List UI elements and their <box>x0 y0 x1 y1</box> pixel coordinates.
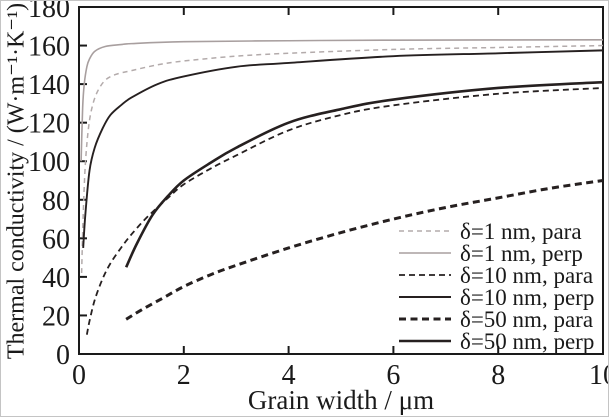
x-tick-label: 8 <box>491 360 505 391</box>
legend-label: δ=50 nm, perp <box>460 329 594 354</box>
x-tick-label: 2 <box>177 360 191 391</box>
curve--10-nm-perp <box>82 49 604 249</box>
y-tick-label: 60 <box>42 224 70 255</box>
curve--50-nm-perp <box>124 80 604 268</box>
legend-label: δ=50 nm, para <box>460 307 593 332</box>
y-tick-label: 0 <box>56 340 70 371</box>
y-axis-title: Thermal conductivity / (W·m⁻¹·K⁻¹) <box>3 2 30 360</box>
legend-label: δ=10 nm, para <box>460 263 593 288</box>
y-tick-label: 40 <box>42 263 70 294</box>
x-axis-title: Grain width / μm <box>247 385 435 415</box>
x-tick-label: 4 <box>282 360 296 391</box>
curve--50-nm-para <box>125 179 604 321</box>
y-tick-label: 180 <box>28 1 70 24</box>
y-tick-label: 100 <box>28 147 70 178</box>
curve--10-nm-para <box>85 87 604 335</box>
legend-label: δ=1 nm, perp <box>460 241 583 266</box>
y-tick-label: 140 <box>28 70 70 101</box>
x-tick-label: 6 <box>386 360 400 391</box>
y-tick-label: 160 <box>28 32 70 63</box>
legend-label: δ=1 nm, para <box>460 219 582 244</box>
legend-label: δ=10 nm, perp <box>460 285 594 310</box>
y-tick-label: 80 <box>42 186 70 217</box>
x-tick-label: 10 <box>589 360 609 391</box>
curve--1-nm-para <box>80 44 604 274</box>
x-tick-label: 0 <box>72 360 86 391</box>
y-tick-label: 20 <box>42 301 70 332</box>
y-tick-label: 120 <box>28 109 70 140</box>
curve--1-nm-perp <box>80 38 604 162</box>
